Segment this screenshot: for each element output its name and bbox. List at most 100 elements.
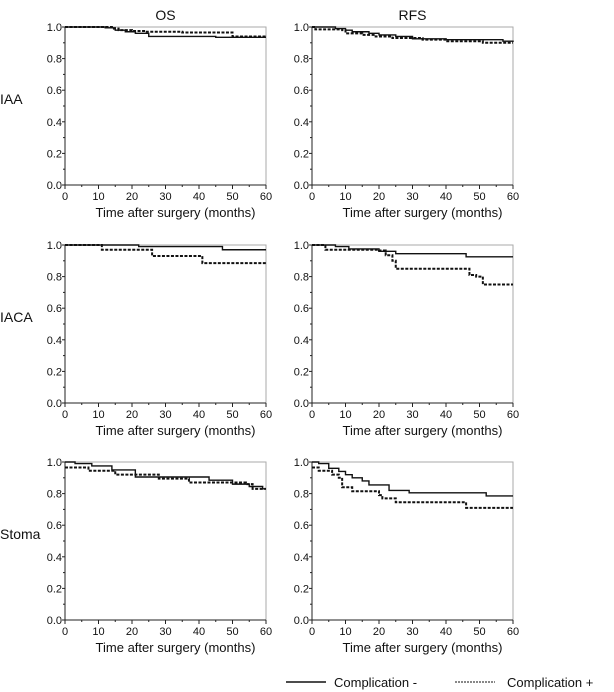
panel-iaca-rfs-y-tick-label: 0.4: [294, 335, 309, 347]
panel-stoma-rfs-x-tick-label: 0: [309, 626, 315, 638]
panel-iaa-os-x-tick-label: 50: [226, 191, 238, 203]
panel-iaca-os-x-tick-label: 0: [62, 409, 68, 421]
panel-stoma-rfs-y-tick-label: 0.6: [294, 520, 309, 532]
panel-iaca-os-x-label: Time after surgery (months): [96, 423, 256, 438]
panel-stoma-rfs-series-complication-positive: [312, 466, 513, 509]
panel-iaa-os-x-tick-label: 60: [260, 191, 272, 203]
panel-stoma-os-x-tick-label: 60: [260, 626, 272, 638]
panel-iaca-os-y-tick-label: 1.0: [47, 240, 62, 252]
panel-stoma-rfs-x-label: Time after surgery (months): [343, 640, 503, 655]
panel-iaa-os-y-tick-label: 1.0: [47, 22, 62, 34]
panel-stoma-os-series-complication-positive: [65, 466, 266, 490]
panel-iaa-rfs-x-tick-label: 30: [406, 191, 418, 203]
panel-iaa-rfs-x-tick-label: 40: [440, 191, 452, 203]
panel-iaa-os-x-tick-label: 40: [193, 191, 205, 203]
panel-iaa-os-y-tick-label: 0.6: [47, 85, 62, 97]
panel-iaca-os-x-tick-label: 10: [92, 409, 104, 421]
panel-stoma-rfs-y-tick-label: 1.0: [294, 457, 309, 469]
panel-iaca-rfs-y-tick-label: 0.2: [294, 366, 309, 378]
panel-iaa-os-x-tick-label: 10: [92, 191, 104, 203]
panel-iaca-os-y-tick-label: 0.2: [47, 366, 62, 378]
panel-iaa-rfs-y-tick-label: 0.0: [294, 180, 309, 192]
panel-iaa-rfs-y-tick-label: 0.6: [294, 85, 309, 97]
panel-iaa-rfs-y-tick-label: 0.2: [294, 148, 309, 160]
row-label-stoma: Stoma: [0, 526, 41, 542]
panel-stoma-rfs-x-tick-label: 60: [507, 626, 519, 638]
panel-stoma-rfs-y-tick-label: 0.0: [294, 615, 309, 627]
panel-iaca-rfs-x-tick-label: 60: [507, 409, 519, 421]
panel-stoma-os-x-tick-label: 20: [126, 626, 138, 638]
panel-stoma-os-x-tick-label: 10: [92, 626, 104, 638]
panel-stoma-os-x-tick-label: 40: [193, 626, 205, 638]
panel-stoma-rfs-y-tick-label: 0.8: [294, 489, 309, 501]
panel-iaca-os-y-tick-label: 0.4: [47, 335, 62, 347]
panel-iaa-rfs-x-tick-label: 10: [339, 191, 351, 203]
row-label-iaa: IAA: [0, 91, 23, 107]
panel-stoma-os-y-tick-label: 0.0: [47, 615, 62, 627]
panel-iaa-os-y-tick-label: 0.4: [47, 117, 62, 129]
panel-stoma-os-y-tick-label: 1.0: [47, 457, 62, 469]
panel-iaca-rfs-x-label: Time after surgery (months): [343, 423, 503, 438]
panel-iaa-rfs-x-tick-label: 20: [373, 191, 385, 203]
panel-stoma-os-frame: [64, 461, 267, 621]
panel-stoma-rfs-y-tick-label: 0.2: [294, 583, 309, 595]
panel-stoma-os-series-complication-negative: [65, 461, 266, 490]
panel-iaca-os-frame: [64, 244, 267, 404]
column-title-os: OS: [155, 7, 175, 23]
panel-stoma-rfs-x-tick-label: 30: [406, 626, 418, 638]
panel-iaca-rfs-x-tick-label: 40: [440, 409, 452, 421]
panel-iaca-rfs-x-tick-label: 20: [373, 409, 385, 421]
panel-stoma-os-x-tick-label: 0: [62, 626, 68, 638]
panel-iaa-os-y-tick-label: 0.2: [47, 148, 62, 160]
panel-iaa-rfs-x-label: Time after surgery (months): [343, 205, 503, 220]
panel-iaa-rfs-series-complication-positive: [312, 26, 513, 44]
panel-iaa-rfs-series-complication-negative: [312, 26, 514, 43]
panel-stoma-os-y-tick-label: 0.2: [47, 583, 62, 595]
panel-iaca-rfs-y-tick-label: 0.8: [294, 272, 309, 284]
row-label-iaca: IACA: [0, 309, 33, 325]
panel-iaa-os-x-tick-label: 30: [159, 191, 171, 203]
panel-iaa-rfs-frame: [311, 26, 514, 186]
panel-stoma-rfs-x-tick-label: 50: [473, 626, 485, 638]
panel-iaa-rfs-y-tick-label: 1.0: [294, 22, 309, 34]
panel-iaca-os-x-tick-label: 40: [193, 409, 205, 421]
panel-stoma-rfs-series-complication-negative: [312, 461, 513, 497]
panel-iaca-rfs-series-complication-negative: [312, 244, 513, 258]
panel-iaca-rfs-y-tick-label: 0.0: [294, 398, 309, 410]
panel-stoma-os-x-label: Time after surgery (months): [96, 640, 256, 655]
panel-stoma-rfs-x-tick-label: 20: [373, 626, 385, 638]
panel-stoma-rfs-frame: [311, 461, 514, 621]
panel-iaca-rfs-x-tick-label: 10: [339, 409, 351, 421]
legend-label-complication-positive: Complication +: [507, 675, 593, 690]
panel-iaa-os-x-tick-label: 0: [62, 191, 68, 203]
panel-iaca-os-y-tick-label: 0.0: [47, 398, 62, 410]
panel-iaca-rfs-y-tick-label: 0.6: [294, 303, 309, 315]
panel-iaa-os-y-tick-label: 0.0: [47, 180, 62, 192]
column-title-rfs: RFS: [399, 7, 427, 23]
panel-stoma-rfs-x-tick-label: 10: [339, 626, 351, 638]
panel-stoma-rfs-x-tick-label: 40: [440, 626, 452, 638]
panel-stoma-os-y-tick-label: 0.8: [47, 489, 62, 501]
panel-iaca-os-y-tick-label: 0.8: [47, 272, 62, 284]
panel-iaa-rfs-x-tick-label: 0: [309, 191, 315, 203]
panel-stoma-os-y-tick-label: 0.6: [47, 520, 62, 532]
panel-iaca-os-x-tick-label: 50: [226, 409, 238, 421]
panel-iaca-os-series-complication-positive: [65, 244, 266, 265]
panel-iaca-rfs-x-tick-label: 30: [406, 409, 418, 421]
panel-stoma-os-x-tick-label: 30: [159, 626, 171, 638]
panel-iaa-rfs-y-tick-label: 0.4: [294, 117, 309, 129]
panel-iaca-rfs-x-tick-label: 50: [473, 409, 485, 421]
panel-iaa-rfs-x-tick-label: 60: [507, 191, 519, 203]
panel-stoma-rfs-y-tick-label: 0.4: [294, 552, 309, 564]
panel-iaca-os-series-complication-negative: [65, 244, 266, 251]
panel-iaca-os-x-tick-label: 20: [126, 409, 138, 421]
panel-iaca-os-y-tick-label: 0.6: [47, 303, 62, 315]
panel-stoma-os-y-tick-label: 0.4: [47, 552, 62, 564]
panel-iaca-os-x-tick-label: 60: [260, 409, 272, 421]
panel-iaca-rfs-y-tick-label: 1.0: [294, 240, 309, 252]
panel-iaa-os-x-label: Time after surgery (months): [96, 205, 256, 220]
panel-iaca-os-x-tick-label: 30: [159, 409, 171, 421]
panel-iaa-os-series-complication-positive: [65, 26, 266, 38]
panel-iaa-rfs-y-tick-label: 0.8: [294, 54, 309, 66]
